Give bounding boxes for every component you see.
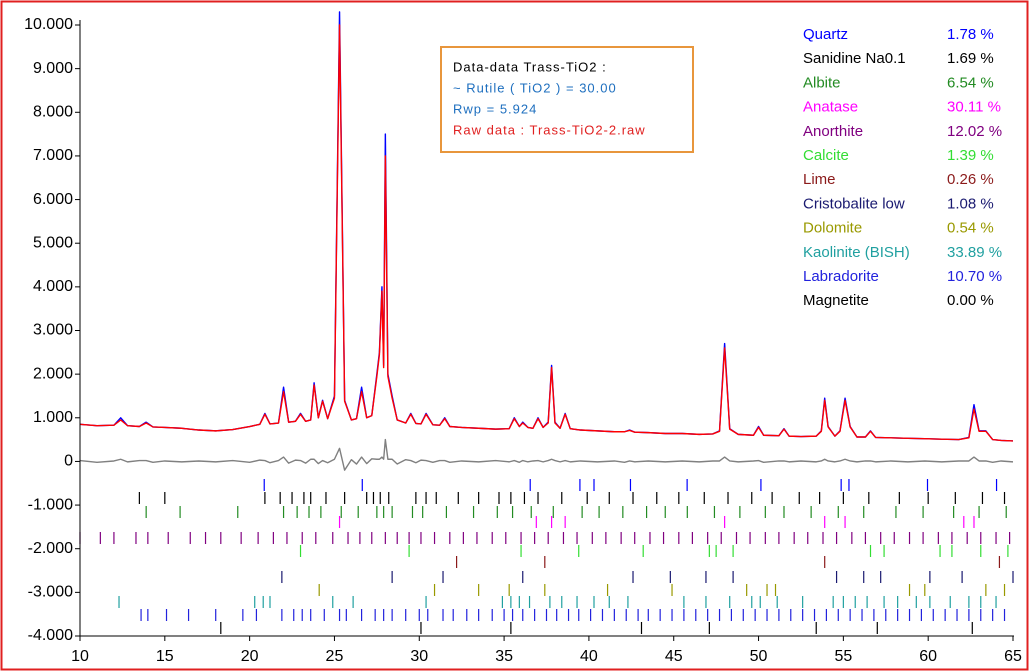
x-tick-label: 50 xyxy=(750,648,768,665)
x-tick-label: 20 xyxy=(241,648,259,665)
x-tick-label: 35 xyxy=(495,648,513,665)
legend-label: Anatase xyxy=(803,99,858,116)
x-tick-label: 65 xyxy=(1004,648,1022,665)
x-tick-label: 60 xyxy=(919,648,937,665)
legend-value: 0.54 % xyxy=(947,220,994,237)
legend-label: Lime xyxy=(803,171,836,188)
y-tick-label: -4.000 xyxy=(28,627,73,644)
y-tick-label: 5.000 xyxy=(33,234,73,251)
legend-label: Labradorite xyxy=(803,268,879,285)
annotation-box xyxy=(440,46,694,153)
y-tick-label: 3.000 xyxy=(33,322,73,339)
legend-value: 1.08 % xyxy=(947,195,994,212)
legend-value: 0.00 % xyxy=(947,292,994,309)
legend-value: 10.70 % xyxy=(947,268,1002,285)
legend-value: 1.39 % xyxy=(947,147,994,164)
legend-label: Kaolinite (BISH) xyxy=(803,244,910,261)
legend-label: Calcite xyxy=(803,147,849,164)
plot xyxy=(79,11,1014,634)
y-tick-label: 6.000 xyxy=(33,191,73,208)
y-tick-label: -1.000 xyxy=(28,496,73,513)
annotation: Data-data Trass-TiO2 : xyxy=(453,59,607,74)
x-tick-label: 15 xyxy=(156,648,174,665)
y-tick-label: 0 xyxy=(64,453,73,470)
x-tick-label: 40 xyxy=(580,648,598,665)
y-tick-label: 9.000 xyxy=(33,60,73,77)
legend-label: Anorthite xyxy=(803,123,863,140)
legend-value: 30.11 % xyxy=(947,99,1001,116)
y-tick-label: 4.000 xyxy=(33,278,73,295)
profile-line xyxy=(79,24,1014,442)
legend-label: Sanidine Na0.1 xyxy=(803,50,906,67)
x-tick-label: 45 xyxy=(665,648,683,665)
y-tick-label: -2.000 xyxy=(28,540,73,557)
y-tick-label: -3.000 xyxy=(28,584,73,601)
legend-label: Dolomite xyxy=(803,220,862,237)
legend-label: Cristobalite low xyxy=(803,195,905,212)
x-tick-label: 10 xyxy=(71,648,89,665)
y-tick-label: 10.000 xyxy=(24,16,73,33)
x-tick-label: 55 xyxy=(834,648,852,665)
legend-label: Magnetite xyxy=(803,292,869,309)
y-tick-label: 7.000 xyxy=(33,147,73,164)
x-tick-label: 30 xyxy=(410,648,428,665)
legend-value: 33.89 % xyxy=(947,244,1002,261)
legend-label: Quartz xyxy=(803,26,848,43)
legend-value: 1.69 % xyxy=(947,50,994,67)
y-tick-label: 1.000 xyxy=(33,409,73,426)
profile-line xyxy=(79,438,1014,471)
annotation: Rwp = 5.924 xyxy=(453,101,537,116)
annotation: ~ Rutile ( TiO2 ) = 30.00 xyxy=(453,80,617,95)
legend-value: 0.26 % xyxy=(947,171,994,188)
annotation: Raw data : Trass-TiO2-2.raw xyxy=(453,122,646,137)
legend-label: Albite xyxy=(803,74,841,91)
legend-value: 12.02 % xyxy=(947,123,1002,140)
legend-value: 6.54 % xyxy=(947,74,994,91)
x-tick-label: 25 xyxy=(326,648,344,665)
y-tick-label: 8.000 xyxy=(33,104,73,121)
y-tick-label: 2.000 xyxy=(33,365,73,382)
legend-value: 1.78 % xyxy=(947,26,994,43)
